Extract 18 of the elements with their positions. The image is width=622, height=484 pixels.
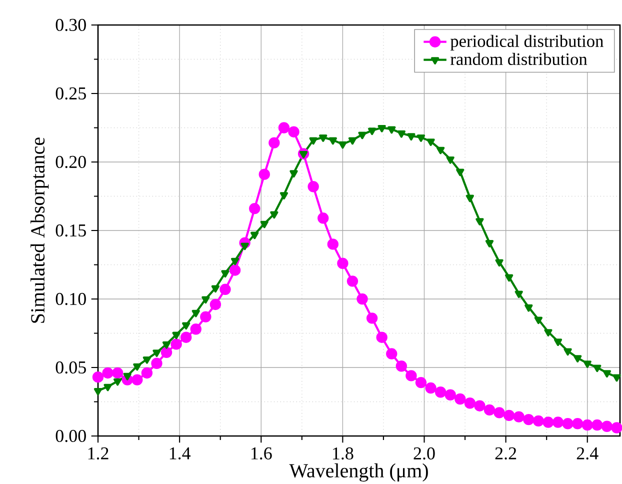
y-tick-label: 0.25 bbox=[56, 87, 86, 100]
x-tick-label: 1.8 bbox=[333, 447, 354, 460]
y-tick-label: 0.10 bbox=[56, 292, 86, 306]
y-tick-label: 0.15 bbox=[56, 224, 86, 237]
x-tick-label: 2.4 bbox=[576, 447, 598, 460]
y-tick-label: 0.20 bbox=[56, 156, 86, 168]
legend-label: random distribution bbox=[450, 52, 588, 66]
y-tick-label: 0.00 bbox=[56, 430, 86, 442]
y-tick-label: 0.30 bbox=[56, 18, 86, 32]
y-tick-label: 0.05 bbox=[56, 361, 86, 374]
x-tick-label: 1.2 bbox=[88, 447, 108, 460]
x-tick-label: 2.2 bbox=[495, 447, 516, 460]
x-tick-label: 1.6 bbox=[251, 447, 272, 460]
legend-label: periodical distribution bbox=[450, 34, 604, 51]
y-axis-title: Simulated Absorptance bbox=[30, 138, 49, 323]
x-tick-label: 1.4 bbox=[170, 447, 191, 460]
x-tick-label: 2.0 bbox=[414, 447, 435, 460]
x-axis-title: Wavelength (μm) bbox=[289, 463, 428, 482]
